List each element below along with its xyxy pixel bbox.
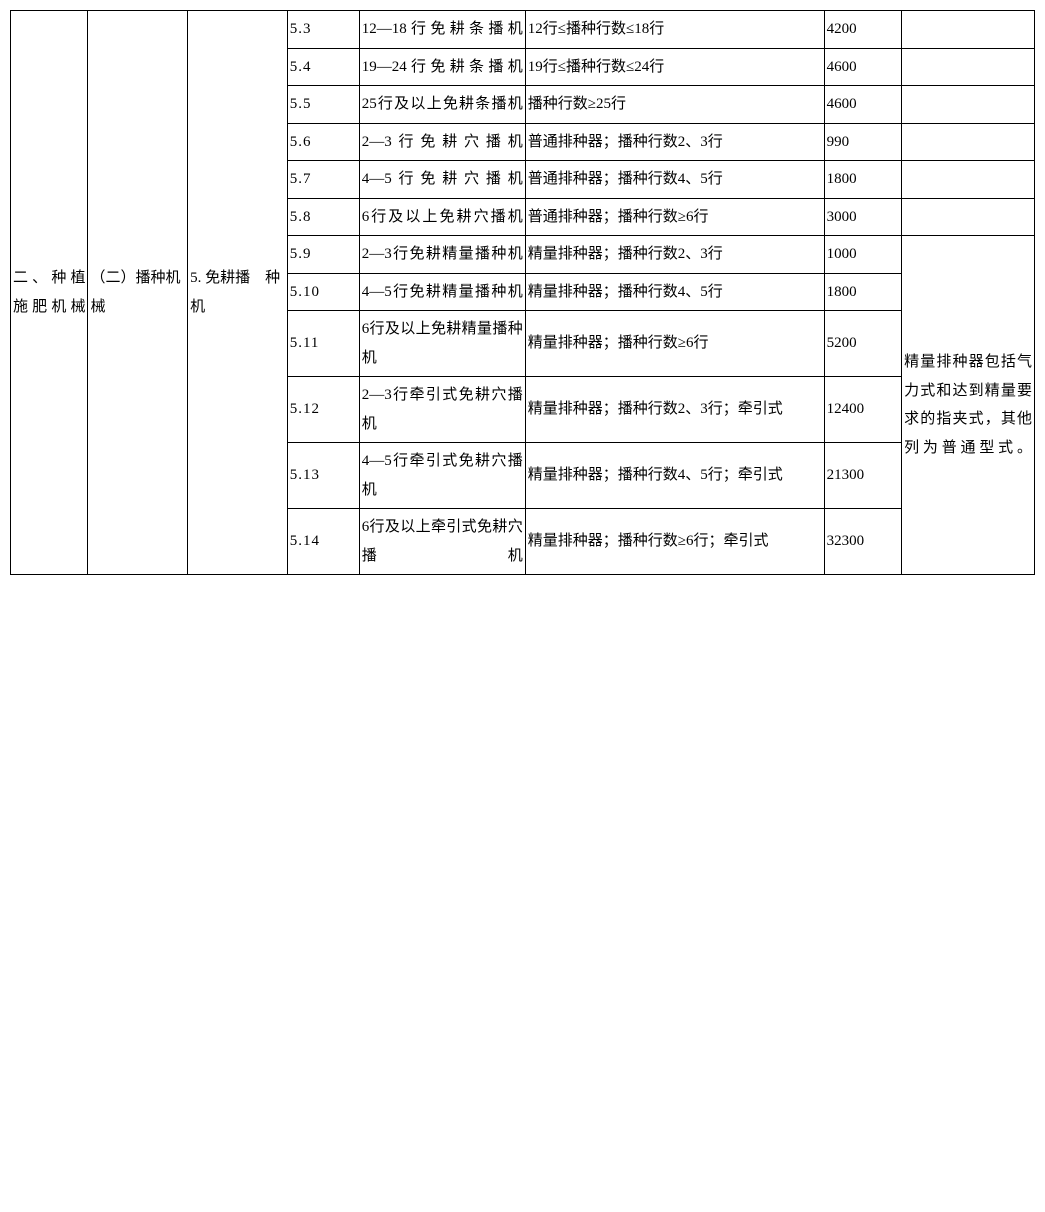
code-cell: 5.3 [287,11,359,49]
name-cell: 19—24行免耕条播机 [359,48,525,86]
name-cell: 2—3行免耕穴播机 [359,123,525,161]
name-cell: 4—5行免耕穴播机 [359,161,525,199]
table-row: 二、种植施肥机械 （二）播种机械 5. 免耕播 种机 5.3 12—18行免耕条… [11,11,1035,49]
spec-cell: 普通排种器；播种行数≥6行 [525,198,824,236]
code-cell: 5.4 [287,48,359,86]
subcategory-cell: （二）播种机械 [88,11,188,575]
price-cell: 1000 [824,236,901,274]
spec-cell: 精量排种器；播种行数4、5行；牵引式 [525,443,824,509]
note-cell [902,161,1035,199]
spec-cell: 精量排种器；播种行数≥6行 [525,311,824,377]
spec-cell: 播种行数≥25行 [525,86,824,124]
spec-cell: 精量排种器；播种行数≥6行；牵引式 [525,509,824,575]
note-cell [902,86,1035,124]
spec-cell: 精量排种器；播种行数2、3行；牵引式 [525,377,824,443]
subsidy-table: 二、种植施肥机械 （二）播种机械 5. 免耕播 种机 5.3 12—18行免耕条… [10,10,1035,575]
price-cell: 32300 [824,509,901,575]
code-cell: 5.12 [287,377,359,443]
price-cell: 4600 [824,86,901,124]
name-cell: 2—3行牵引式免耕穴播机 [359,377,525,443]
code-cell: 5.13 [287,443,359,509]
name-cell: 2—3行免耕精量播种机 [359,236,525,274]
code-cell: 5.10 [287,273,359,311]
spec-cell: 普通排种器；播种行数4、5行 [525,161,824,199]
name-cell: 6行及以上牵引式免耕穴播机 [359,509,525,575]
price-cell: 1800 [824,273,901,311]
name-cell: 4—5行免耕精量播种机 [359,273,525,311]
note-cell [902,123,1035,161]
note-cell [902,48,1035,86]
category-cell: 二、种植施肥机械 [11,11,88,575]
name-cell: 6行及以上免耕精量播种机 [359,311,525,377]
price-cell: 3000 [824,198,901,236]
group-cell: 5. 免耕播 种机 [188,11,288,575]
name-cell: 6行及以上免耕穴播机 [359,198,525,236]
price-cell: 1800 [824,161,901,199]
price-cell: 21300 [824,443,901,509]
code-cell: 5.8 [287,198,359,236]
spec-cell: 普通排种器；播种行数2、3行 [525,123,824,161]
price-cell: 990 [824,123,901,161]
code-cell: 5.14 [287,509,359,575]
code-cell: 5.11 [287,311,359,377]
code-cell: 5.5 [287,86,359,124]
note-cell-merged: 精量排种器包括气力式和达到精量要求的指夹式，其他列为普通型式。 [902,236,1035,575]
code-cell: 5.6 [287,123,359,161]
price-cell: 4600 [824,48,901,86]
spec-cell: 19行≤播种行数≤24行 [525,48,824,86]
price-cell: 4200 [824,11,901,49]
price-cell: 5200 [824,311,901,377]
code-cell: 5.7 [287,161,359,199]
name-cell: 12—18行免耕条播机 [359,11,525,49]
note-cell [902,198,1035,236]
name-cell: 4—5行牵引式免耕穴播机 [359,443,525,509]
price-cell: 12400 [824,377,901,443]
code-cell: 5.9 [287,236,359,274]
name-cell: 25行及以上免耕条播机 [359,86,525,124]
spec-cell: 精量排种器；播种行数2、3行 [525,236,824,274]
note-cell [902,11,1035,49]
spec-cell: 12行≤播种行数≤18行 [525,11,824,49]
spec-cell: 精量排种器；播种行数4、5行 [525,273,824,311]
